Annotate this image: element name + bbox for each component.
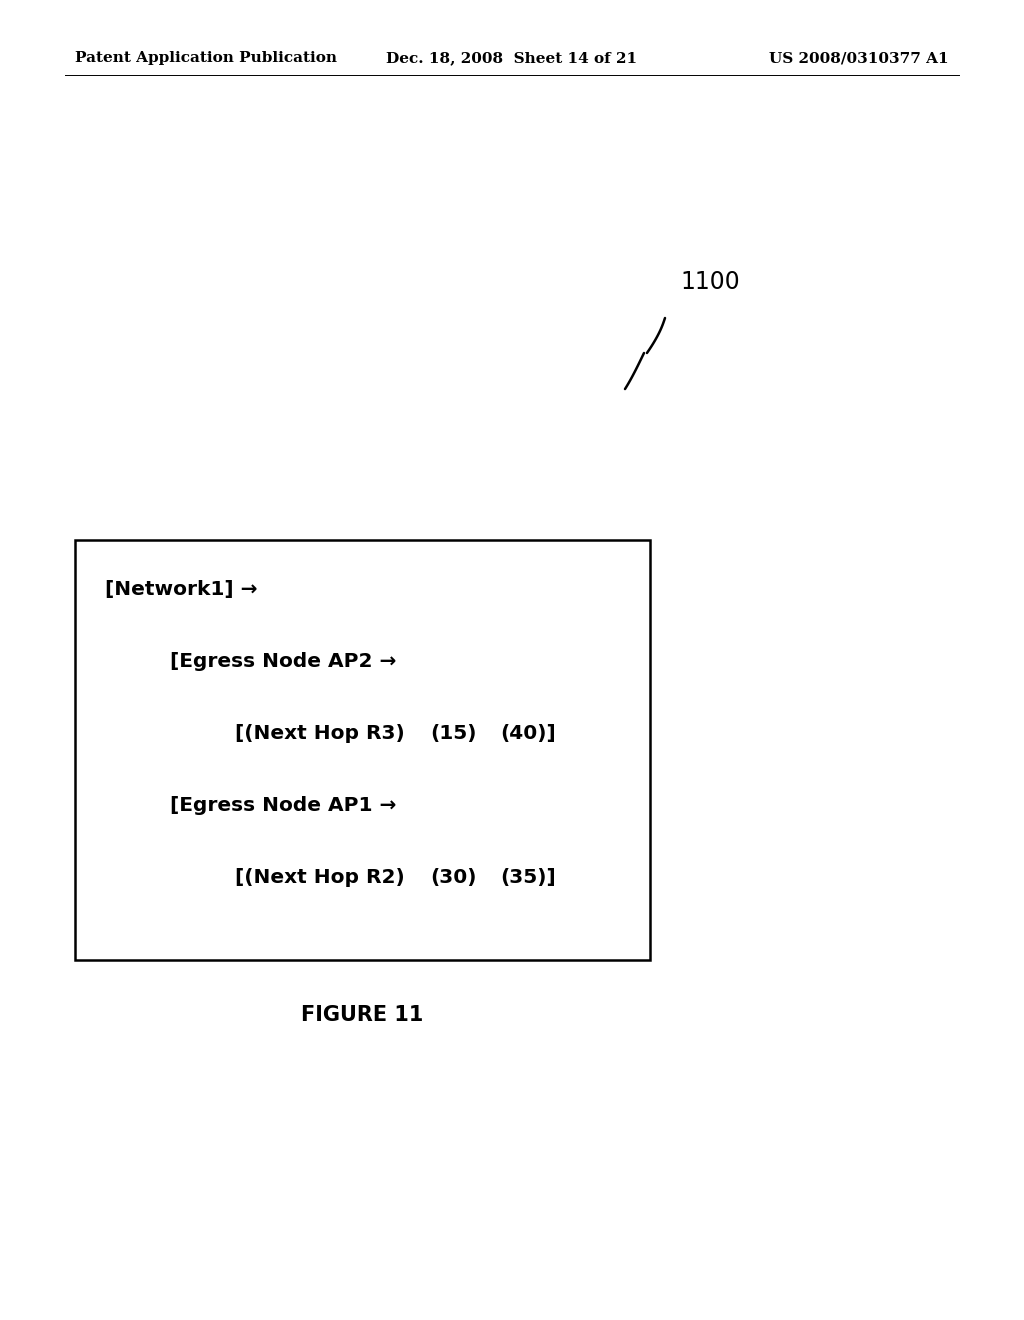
Text: [Egress Node AP1 →: [Egress Node AP1 →	[170, 796, 396, 814]
Text: (15): (15)	[430, 723, 476, 743]
Text: 1100: 1100	[680, 271, 739, 294]
Text: FIGURE 11: FIGURE 11	[301, 1005, 424, 1026]
Text: Patent Application Publication: Patent Application Publication	[75, 51, 337, 65]
Text: [Egress Node AP2 →: [Egress Node AP2 →	[170, 652, 396, 671]
Text: (30): (30)	[430, 869, 476, 887]
Text: [Network1] →: [Network1] →	[105, 579, 257, 599]
Text: (40)]: (40)]	[500, 723, 556, 743]
Text: [(Next Hop R3): [(Next Hop R3)	[234, 723, 404, 743]
Text: [(Next Hop R2): [(Next Hop R2)	[234, 869, 404, 887]
Text: (35)]: (35)]	[500, 869, 556, 887]
Text: Dec. 18, 2008  Sheet 14 of 21: Dec. 18, 2008 Sheet 14 of 21	[386, 51, 638, 65]
Text: US 2008/0310377 A1: US 2008/0310377 A1	[769, 51, 949, 65]
Bar	[75, 540, 650, 960]
